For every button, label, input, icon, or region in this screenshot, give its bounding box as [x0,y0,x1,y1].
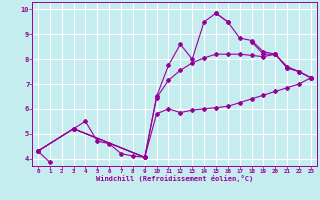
X-axis label: Windchill (Refroidissement éolien,°C): Windchill (Refroidissement éolien,°C) [96,175,253,182]
